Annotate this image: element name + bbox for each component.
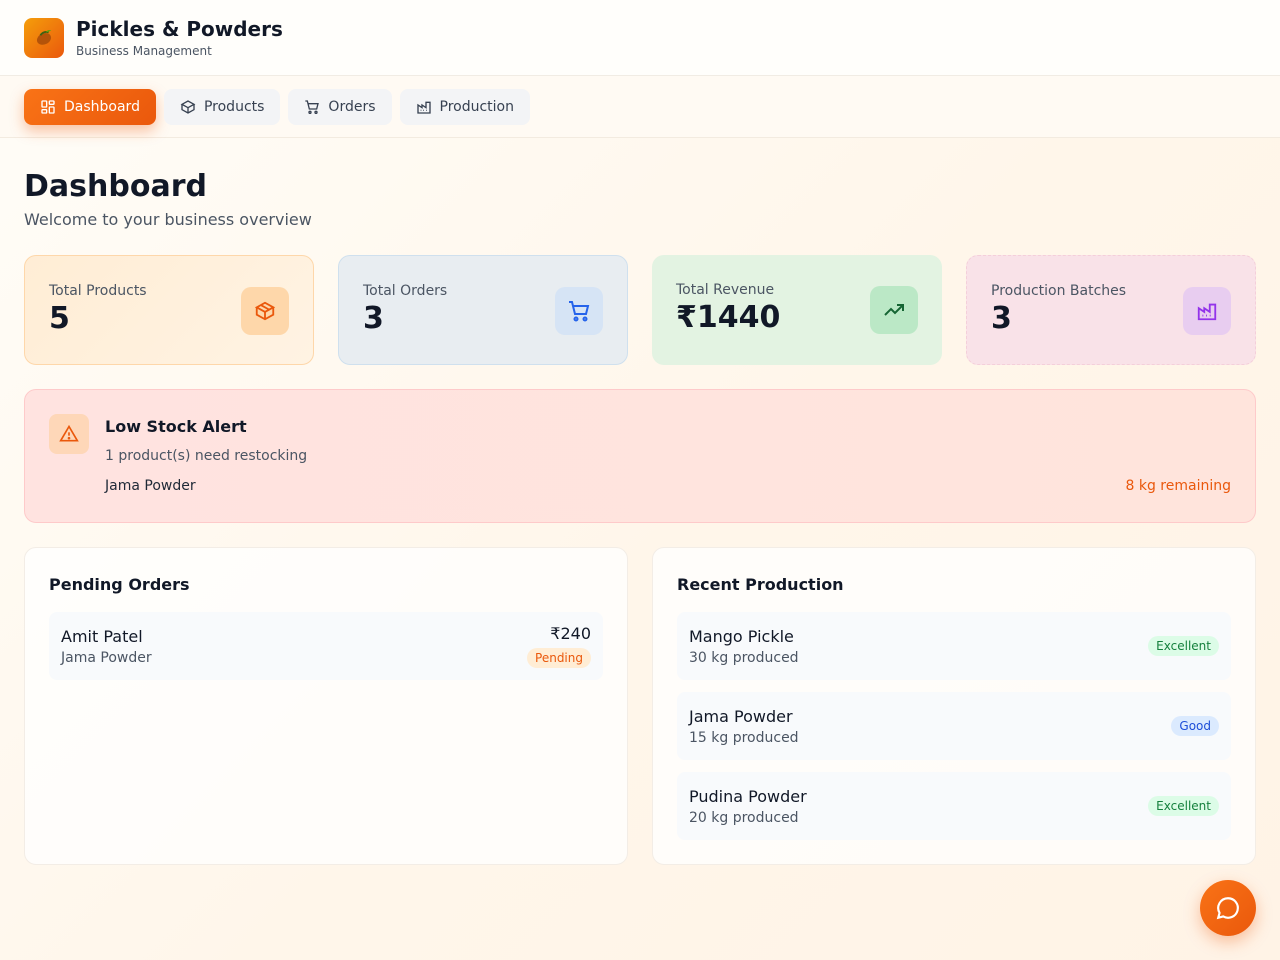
panel-title: Pending Orders xyxy=(49,575,190,594)
main-content: Dashboard Welcome to your business overv… xyxy=(0,138,1280,865)
box-icon xyxy=(241,287,289,335)
chat-bubble-icon xyxy=(1216,897,1239,920)
stat-value: 3 xyxy=(991,301,1012,336)
production-product: Pudina Powder xyxy=(689,786,807,806)
warning-icon xyxy=(49,414,89,454)
tab-production[interactable]: Production xyxy=(399,88,530,125)
list-item[interactable]: Amit Patel Jama Powder ₹240 Pending xyxy=(49,612,603,680)
page-title: Dashboard xyxy=(24,169,207,204)
cart-icon xyxy=(555,287,603,335)
box-icon xyxy=(180,99,196,114)
panels-row: Pending Orders Amit Patel Jama Powder ₹2… xyxy=(24,547,1256,865)
alert-item-product: Jama Powder xyxy=(105,478,196,494)
stat-card-total-orders: Total Orders 3 xyxy=(338,255,628,365)
quality-badge: Excellent xyxy=(1148,636,1219,656)
order-amount: ₹240 xyxy=(550,624,591,643)
stat-card-total-revenue: Total Revenue ₹1440 xyxy=(652,255,942,365)
list-item[interactable]: Mango Pickle 30 kg produced Excellent xyxy=(677,612,1231,680)
alert-item-remaining: 8 kg remaining xyxy=(1125,478,1232,494)
alert-title: Low Stock Alert xyxy=(105,417,247,436)
stat-label: Total Revenue xyxy=(676,282,775,298)
panel-title: Recent Production xyxy=(677,575,844,594)
cart-icon xyxy=(305,99,320,114)
factory-icon xyxy=(416,101,431,114)
tab-production-label: Production xyxy=(439,98,514,115)
tab-dashboard[interactable]: Dashboard xyxy=(24,88,156,125)
production-quantity: 30 kg produced xyxy=(689,649,799,666)
stat-value: 5 xyxy=(49,301,70,336)
stat-label: Production Batches xyxy=(991,283,1127,299)
alert-item: Jama Powder 8 kg remaining xyxy=(105,478,1231,494)
stat-card-production-batches: Production Batches 3 xyxy=(966,255,1256,365)
stat-card-total-products: Total Products 5 xyxy=(24,255,314,365)
order-customer: Amit Patel xyxy=(61,626,143,646)
tab-orders[interactable]: Orders xyxy=(288,88,392,125)
tab-products-label: Products xyxy=(203,98,265,115)
main-nav: Dashboard Products Orders Production xyxy=(0,76,1280,138)
production-quantity: 15 kg produced xyxy=(689,729,799,746)
stats-row: Total Products 5 Total Orders 3 xyxy=(24,255,1256,365)
grid-icon xyxy=(41,99,55,114)
app-title: Pickles & Powders xyxy=(76,17,283,41)
order-product: Jama Powder xyxy=(61,649,152,666)
list-item[interactable]: Pudina Powder 20 kg produced Excellent xyxy=(677,772,1231,840)
list-item[interactable]: Jama Powder 15 kg produced Good xyxy=(677,692,1231,760)
low-stock-alert: Low Stock Alert 1 product(s) need restoc… xyxy=(24,389,1256,523)
tab-dashboard-label: Dashboard xyxy=(64,98,140,115)
stat-value: ₹1440 xyxy=(676,300,781,335)
quality-badge: Good xyxy=(1171,716,1219,736)
quality-badge: Excellent xyxy=(1148,796,1219,816)
recent-production-panel: Recent Production Mango Pickle 30 kg pro… xyxy=(652,547,1256,865)
production-product: Jama Powder xyxy=(689,706,793,726)
tab-orders-label: Orders xyxy=(328,98,376,115)
chat-button[interactable] xyxy=(1200,880,1256,936)
factory-icon xyxy=(1183,287,1231,335)
app-header: Pickles & Powders Business Management xyxy=(0,0,1280,76)
production-quantity: 20 kg produced xyxy=(689,809,799,826)
trending-up-icon xyxy=(870,286,918,334)
stat-label: Total Orders xyxy=(363,283,448,299)
stat-value: 3 xyxy=(363,301,384,336)
app-subtitle: Business Management xyxy=(76,44,212,58)
alert-subtitle: 1 product(s) need restocking xyxy=(105,448,308,464)
tab-products[interactable]: Products xyxy=(163,88,281,125)
page-subtitle: Welcome to your business overview xyxy=(24,210,312,229)
stat-label: Total Products xyxy=(49,283,147,299)
production-product: Mango Pickle xyxy=(689,626,794,646)
status-badge: Pending xyxy=(527,648,591,668)
mango-icon xyxy=(24,17,64,58)
pending-orders-panel: Pending Orders Amit Patel Jama Powder ₹2… xyxy=(24,547,628,865)
